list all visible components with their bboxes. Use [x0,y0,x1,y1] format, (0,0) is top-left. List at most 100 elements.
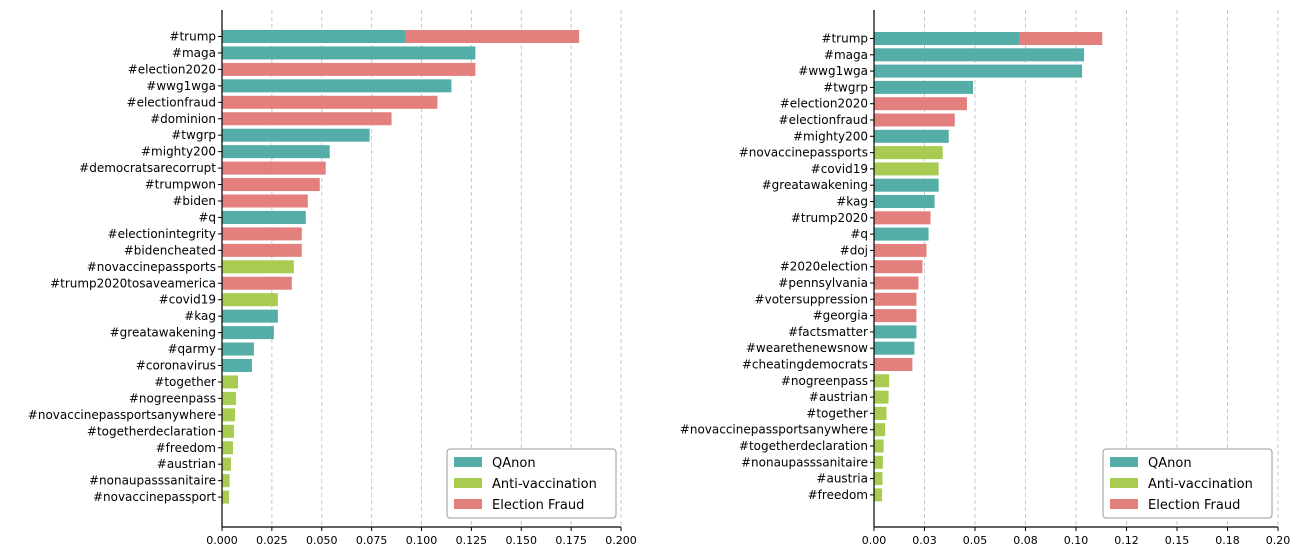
category-label: #electionfraud [779,113,868,127]
category-label: #novaccinepassport [93,490,216,504]
x-tick-label: 0.12 [1114,534,1139,547]
category-label: #election2020 [780,97,868,111]
bar [222,194,308,208]
category-label: #kag [184,309,216,323]
x-tick-label: 0.00 [862,534,887,547]
legend-label: Anti-vaccination [1148,477,1253,492]
category-label: #mighty200 [141,145,216,159]
bar [874,243,927,257]
bar [874,146,943,160]
legend-box [446,448,617,519]
bar [222,161,326,175]
category-label: #austrian [157,457,216,471]
x-tick-label: 0.03 [912,534,937,547]
category-label: #together [154,375,216,389]
bar [874,195,935,208]
x-tick-label: 0.025 [256,534,288,547]
category-label: #trumpwon [145,178,216,192]
bar [874,325,917,339]
x-tick-label: 0.08 [1013,534,1038,547]
bar [874,455,883,469]
x-tick-label: 0.000 [206,534,238,547]
bar [222,62,476,76]
category-label: #together [806,406,868,420]
x-tick-label: 0.18 [1215,534,1240,547]
category-label: #trump [169,30,216,44]
bar [874,260,923,274]
category-label: #nonaupasssanitaire [89,474,216,488]
category-label: #electionfraud [127,95,216,109]
bar [874,97,967,111]
x-tick-label: 0.200 [605,534,637,547]
bar [874,358,913,371]
category-label: #mighty200 [793,129,868,143]
category-label: #covid19 [811,162,868,176]
x-tick-label: 0.05 [963,534,988,547]
legend-swatch [454,478,482,488]
bar [222,293,278,307]
bar [874,292,917,306]
bar [1019,32,1103,45]
category-label: #wwg1wga [798,64,868,78]
bar [874,276,919,290]
bar [222,490,229,504]
bar [405,30,580,43]
category-label: #novaccinepassports [87,260,216,274]
category-label: #2020election [780,260,868,274]
bar [874,178,939,192]
category-label: #qarmy [167,342,216,356]
bar [874,211,931,225]
legend-label: Anti-vaccination [492,477,597,492]
category-label: #coronavirus [136,359,216,373]
category-label: #covid19 [159,293,216,307]
category-label: #factsmatter [788,325,868,339]
bar [874,162,939,176]
category-label: #kag [836,195,868,209]
bar [874,113,955,127]
category-label: #maga [824,48,868,62]
bar [222,79,452,93]
category-label: #novaccinepassportsanywhere [28,408,216,422]
x-tick-label: 0.050 [306,534,338,547]
category-label: #bidencheated [124,243,216,257]
chart-1: 0.000 0.025 0.050 0.075 0.100 0.125 0.150 0.175… [28,10,637,547]
x-tick-label: 0.175 [555,534,587,547]
category-label: #greatawakening [110,326,216,340]
category-label: #q [850,227,868,241]
bar [874,32,1020,45]
bar [222,309,278,323]
category-label: #togetherdeclaration [87,424,216,438]
bar [874,423,886,437]
bar [874,64,1083,78]
legend-label: Election Fraud [492,498,584,513]
bar [874,374,890,388]
bar [874,472,883,486]
bar [222,441,233,455]
category-label: #novaccinepassportsanywhere [680,423,868,437]
legend: QAnon Anti-vaccination Election Fraud [446,448,617,519]
bar [874,341,915,355]
bar [222,359,252,372]
bar [874,227,929,241]
legend-swatch [454,457,482,467]
bar [222,112,392,126]
category-label: #freedom [156,441,216,455]
chart-2: 0.00 0.03 0.05 0.08 0.10 0.12 0.15 0.18 0.20 #tru… [680,10,1290,547]
bar [222,210,306,224]
category-label: #novaccinepassports [739,146,868,160]
bar [222,474,230,488]
legend-label: Election Fraud [1148,498,1240,513]
legend-swatch [1110,478,1138,488]
bar [222,260,294,274]
x-tick-label: 0.125 [456,534,488,547]
category-label: #pennsylvania [778,276,868,290]
bar [222,342,254,356]
category-label: #twgrp [171,128,216,142]
category-label: #dominion [150,112,216,126]
bar [222,276,292,290]
x-tick-label: 0.100 [406,534,438,547]
category-label: #trump2020tosaveamerica [50,276,216,290]
category-label: #wwg1wga [146,79,216,93]
bar [222,30,406,43]
category-label: #doj [840,243,868,257]
